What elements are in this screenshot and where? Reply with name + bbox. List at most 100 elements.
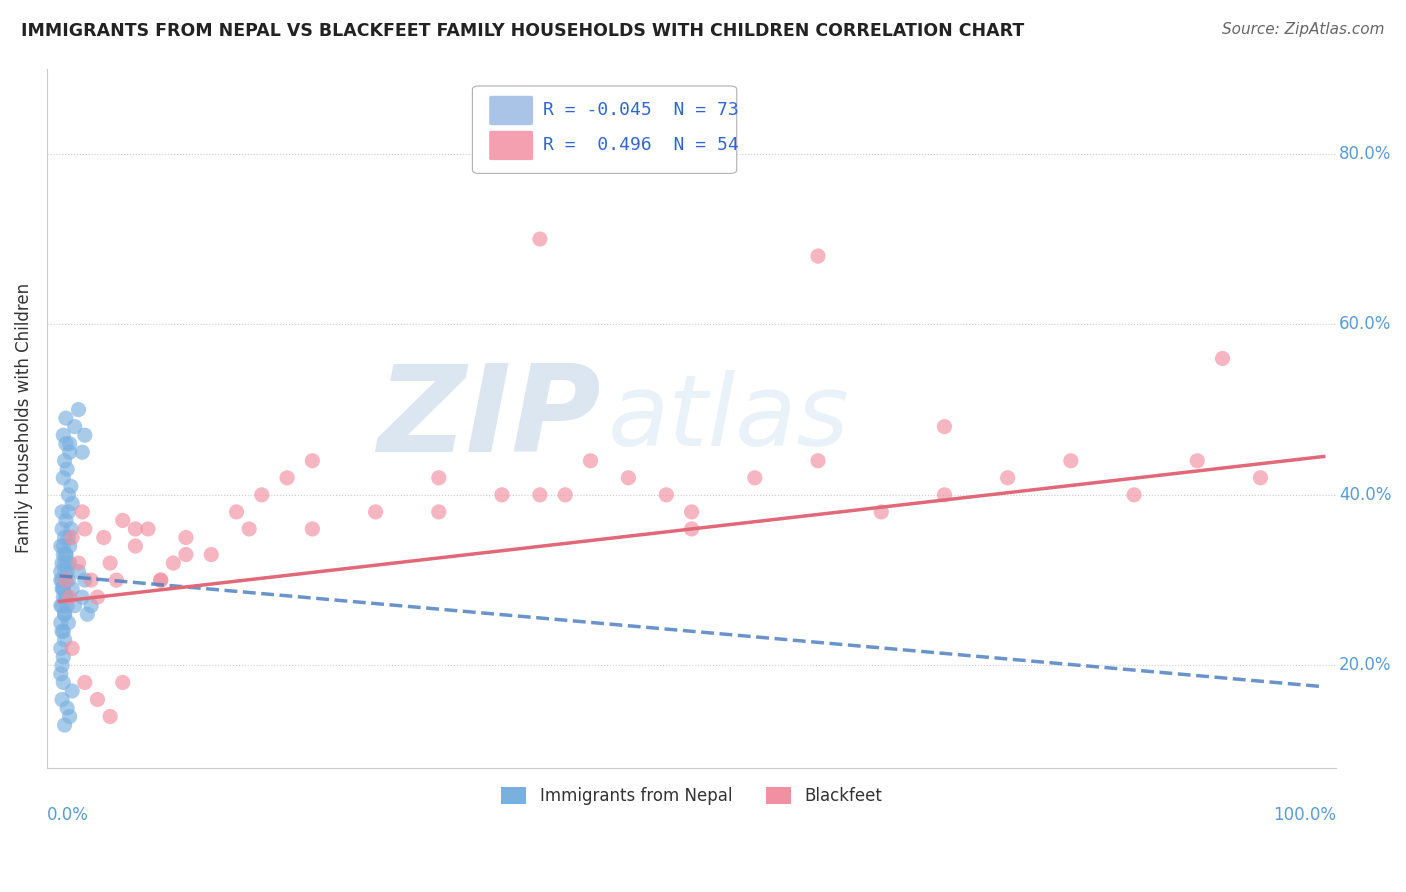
Point (149, 573, 172, 587)
Point (73, 428, 96, 442)
FancyBboxPatch shape (489, 131, 533, 160)
Point (55, 590, 77, 604)
Point (162, 556, 184, 570)
Point (93, 531, 115, 545)
Point (49, 573, 72, 587)
Text: Source: ZipAtlas.com: Source: ZipAtlas.com (1222, 22, 1385, 37)
Point (80, 599, 103, 613)
Point (111, 675, 134, 690)
Point (52, 582, 75, 596)
Point (529, 488, 551, 502)
Point (51, 573, 73, 587)
Point (681, 505, 703, 519)
Point (491, 488, 513, 502)
Point (124, 522, 146, 536)
Point (579, 454, 602, 468)
Point (105, 573, 128, 587)
Point (934, 419, 956, 434)
Point (80, 573, 103, 587)
Point (67, 402, 90, 417)
Point (56, 599, 79, 613)
Point (56, 556, 79, 570)
Point (149, 573, 172, 587)
Point (86, 692, 108, 706)
Point (55, 590, 77, 604)
Point (554, 488, 576, 502)
Point (56, 701, 79, 715)
Point (55, 436, 77, 450)
Point (58, 531, 80, 545)
FancyBboxPatch shape (489, 95, 533, 125)
Text: 100.0%: 100.0% (1274, 806, 1336, 824)
Point (136, 522, 159, 536)
Point (870, 505, 893, 519)
Point (52, 539, 75, 553)
Text: 20.0%: 20.0% (1339, 657, 1392, 674)
Point (427, 471, 450, 485)
Point (53, 607, 76, 622)
Point (49, 667, 72, 681)
Point (111, 513, 134, 527)
Point (52, 675, 75, 690)
Text: 0.0%: 0.0% (46, 806, 89, 824)
Point (51, 692, 73, 706)
Point (67, 565, 90, 579)
Point (174, 531, 197, 545)
Point (63, 599, 86, 613)
Point (60, 641, 83, 656)
Text: 40.0%: 40.0% (1339, 486, 1392, 504)
Point (60, 531, 83, 545)
Point (59, 590, 82, 604)
Point (67, 556, 90, 570)
Point (53, 454, 76, 468)
Point (60, 582, 83, 596)
Point (98, 709, 121, 723)
Point (58, 615, 80, 630)
Point (51, 658, 73, 673)
Point (51, 505, 73, 519)
Point (655, 488, 678, 502)
Point (72, 590, 94, 604)
Point (1123, 488, 1146, 502)
Point (52, 471, 75, 485)
Point (73, 522, 96, 536)
Point (301, 522, 323, 536)
Point (744, 471, 766, 485)
Point (55, 548, 77, 562)
Point (617, 471, 640, 485)
Point (51, 556, 73, 570)
Point (59, 445, 82, 459)
Point (1060, 454, 1083, 468)
Point (58, 573, 80, 587)
Text: ZIP: ZIP (378, 359, 602, 476)
Point (52, 590, 75, 604)
Point (58, 488, 80, 502)
Text: R =  0.496  N = 54: R = 0.496 N = 54 (543, 136, 740, 154)
Point (59, 522, 82, 536)
Point (56, 565, 79, 579)
Point (529, 232, 551, 246)
Text: 60.0%: 60.0% (1339, 315, 1392, 334)
Point (427, 505, 450, 519)
Point (1249, 471, 1271, 485)
Point (934, 488, 956, 502)
Point (60, 684, 83, 698)
Point (63, 419, 86, 434)
Point (997, 471, 1019, 485)
Point (53, 565, 76, 579)
Point (86, 590, 108, 604)
Point (73, 573, 96, 587)
Text: R = -0.045  N = 73: R = -0.045 N = 73 (543, 102, 740, 120)
Point (76, 607, 98, 622)
Point (807, 249, 830, 263)
Point (807, 454, 830, 468)
Point (59, 709, 82, 723)
Point (51, 624, 73, 639)
Point (98, 556, 121, 570)
Point (276, 471, 298, 485)
Point (200, 548, 222, 562)
Point (238, 522, 260, 536)
Point (1212, 351, 1234, 366)
Point (60, 496, 83, 510)
Point (52, 428, 75, 442)
